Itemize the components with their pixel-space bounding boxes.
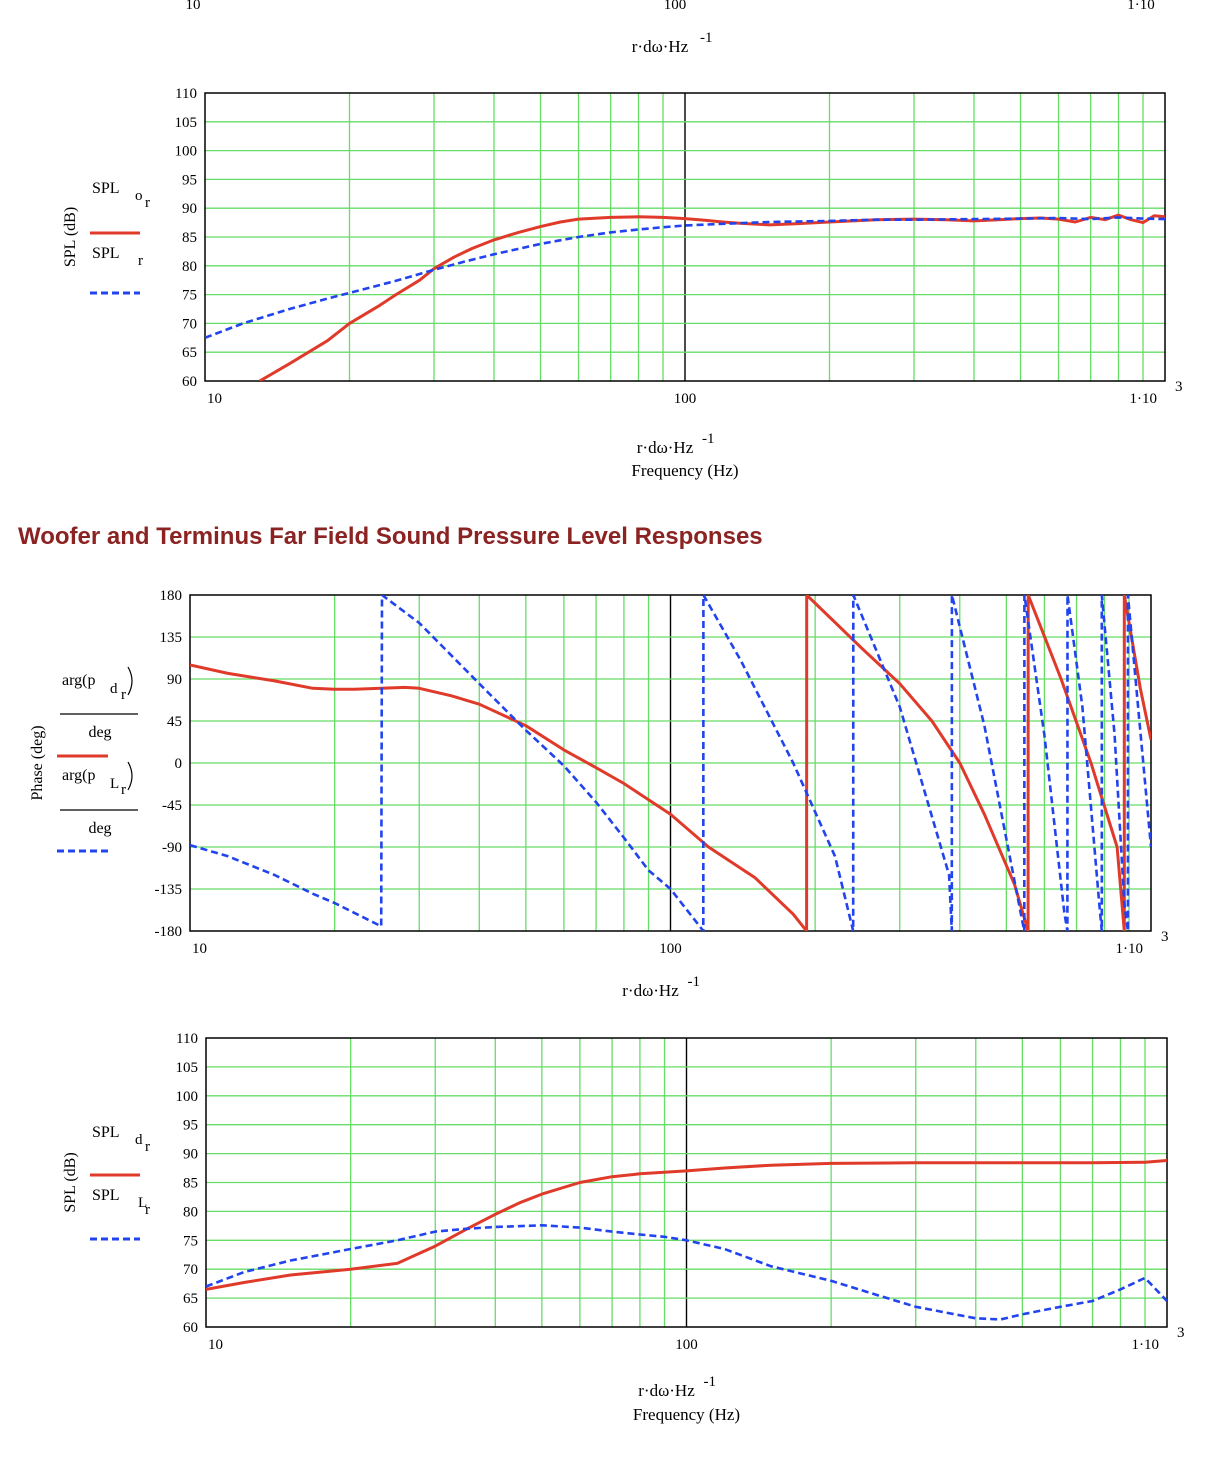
x-tick-label: 100 [674, 391, 697, 407]
legend-label-2: SPL [92, 1187, 120, 1204]
top-partial-tick-100: 100 [664, 0, 687, 13]
legend-label-2: SPL [92, 245, 120, 262]
legend-subsub-2: r [121, 782, 126, 798]
plot-frame [205, 1037, 1168, 1328]
y-tick-label: 45 [167, 714, 182, 730]
x-tick-label: 100 [675, 1337, 698, 1353]
series-line-2 [190, 595, 1151, 931]
x-axis-label: r·dω·Hz [622, 981, 679, 1000]
legend-denominator-1: deg [88, 724, 111, 741]
y-tick-label: 60 [182, 374, 197, 390]
y-tick-label: -180 [155, 924, 183, 940]
series-line-1 [190, 595, 1151, 931]
y-tick-label: 80 [183, 1204, 198, 1220]
x-tick-label: 1·10 [1130, 391, 1158, 407]
x-tick-label: 100 [659, 941, 682, 957]
y-tick-label: -135 [155, 882, 183, 898]
y-tick-label: 85 [183, 1176, 198, 1192]
top-partial-xlabel: r·dω·Hz [632, 37, 689, 56]
x-tick-label: 1·10 [1132, 1337, 1160, 1353]
legend-sub-1: d [110, 681, 118, 697]
y-tick-label: 135 [160, 630, 183, 646]
y-tick-label: 110 [176, 1031, 198, 1047]
legend-subsub-2: r [145, 1202, 150, 1218]
x-tick-exponent: 3 [1175, 379, 1183, 395]
y-tick-label: 95 [182, 172, 197, 188]
y-tick-label: 100 [176, 1089, 199, 1105]
y-tick-label: 60 [183, 1320, 198, 1336]
y-tick-label: 80 [182, 259, 197, 275]
legend-label-1: SPL [92, 180, 120, 197]
spl-chart-bottom: 60 65 70 75 80 85 90 95 100 105 110 10 100 1·10 3 r·dω·… [62, 1031, 1185, 1424]
y-tick-label: 0 [175, 756, 183, 772]
legend-subsub-1: r [145, 1139, 150, 1155]
series-line-2 [205, 216, 1165, 340]
series-line-1 [206, 1159, 1167, 1291]
y-tick-label: 110 [175, 86, 197, 102]
y-tick-label: 105 [175, 115, 198, 131]
x-axis-label: r·dω·Hz [637, 438, 694, 457]
y-tick-label: 75 [183, 1233, 198, 1249]
x-tick-label: 10 [207, 391, 222, 407]
x-tick-label: 10 [208, 1337, 223, 1353]
legend-sub-2: L [110, 776, 119, 792]
x-axis-label-exp: -1 [704, 1374, 717, 1390]
y-tick-label: -45 [162, 798, 182, 814]
spl-chart-top: 60 65 70 75 80 85 90 95 100 105 110 10 100 1·10 3 r·dω·… [62, 86, 1183, 480]
x-axis-label-frequency: Frequency (Hz) [633, 1405, 740, 1424]
y-tick-label: 105 [176, 1060, 199, 1076]
plot-frame [189, 594, 1152, 932]
legend-sub-1: o [135, 188, 143, 204]
y-tick-label: 90 [183, 1147, 198, 1163]
y-tick-label: 70 [183, 1262, 198, 1278]
top-partial-tick-10: 10 [186, 0, 201, 13]
x-tick-label: 1·10 [1116, 941, 1144, 957]
y-tick-label: 75 [182, 288, 197, 304]
y-tick-label: 65 [183, 1291, 198, 1307]
legend-subsub-1: r [121, 687, 126, 703]
y-tick-label: 90 [182, 201, 197, 217]
y-axis-label: SPL (dB) [62, 207, 79, 267]
legend-denominator-2: deg [88, 820, 111, 837]
legend-sub-2: L [138, 1195, 147, 1211]
y-axis-label: SPL (dB) [62, 1152, 79, 1212]
y-tick-label: 100 [175, 144, 198, 160]
x-axis-label-frequency: Frequency (Hz) [631, 461, 738, 480]
y-tick-label: 90 [167, 672, 182, 688]
legend-subsub-1: r [145, 195, 150, 211]
legend-sub-1: d [135, 1132, 143, 1148]
x-tick-label: 10 [192, 941, 207, 957]
x-axis-label: r·dω·Hz [638, 1381, 695, 1400]
y-tick-label: 95 [183, 1118, 198, 1134]
series-line-2 [206, 1224, 1167, 1321]
y-tick-label: 85 [182, 230, 197, 246]
x-tick-exponent: 3 [1177, 1325, 1185, 1341]
top-partial-tick-1000: 1·10 [1127, 0, 1155, 13]
y-axis-label: Phase (deg) [29, 725, 46, 800]
x-tick-exponent: 3 [1161, 929, 1169, 945]
y-tick-label: 70 [182, 316, 197, 332]
y-tick-label: 180 [160, 588, 183, 604]
plot-frame [204, 92, 1166, 382]
legend-paren-1 [127, 666, 133, 696]
top-partial-xlabel-exp: -1 [700, 30, 713, 46]
legend-label-1: SPL [92, 1124, 120, 1141]
phase-chart: -180 -135 -90 -45 0 45 90 135 180 10 100 1·10 3 r·dω·… [29, 588, 1169, 1000]
x-axis-label-exp: -1 [688, 974, 701, 990]
legend-arg-2: arg(p [62, 767, 95, 784]
section-title: Woofer and Terminus Far Field Sound Pres… [18, 523, 763, 550]
legend-sub-2: r [138, 253, 143, 269]
legend-paren-2 [127, 761, 133, 791]
y-tick-label: 65 [182, 345, 197, 361]
y-tick-label: -90 [162, 840, 182, 856]
x-axis-label-exp: -1 [702, 431, 715, 447]
top-partial-axis: 10 100 1·10 r·dω·Hz -1 [186, 0, 1155, 56]
legend-arg-1: arg(p [62, 672, 95, 689]
